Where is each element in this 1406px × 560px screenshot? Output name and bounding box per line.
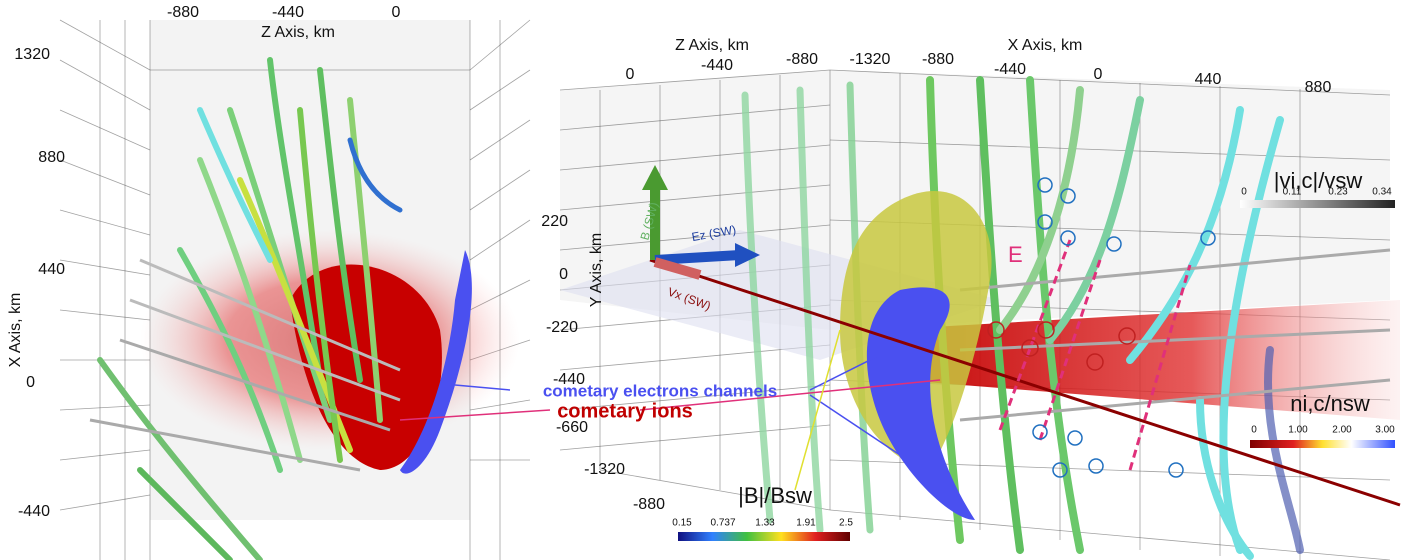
velocity-bar-title: |vi,c|/vsw [1274, 168, 1363, 193]
z-tick-label: 0 [626, 66, 635, 83]
colorbar-tick-label: 1.00 [1288, 425, 1308, 436]
e-parallel-label: E [1008, 242, 1023, 267]
colorbar-tick-label: 0.34 [1372, 187, 1392, 198]
density-bar-title: ni,c/nsw [1290, 391, 1370, 416]
colorbar-tick-label: 0.15 [672, 518, 692, 529]
x-tick-label: 1320 [14, 46, 50, 63]
ion-pointer [639, 379, 941, 411]
ion-symbols [987, 321, 1136, 371]
electrons-annotation: cometary electrons channels [543, 381, 777, 400]
velocity-colorbar [1240, 200, 1395, 208]
y-tick-label: -660 [556, 419, 588, 436]
electron-symbols [1032, 177, 1216, 478]
x-tick-label: 440 [38, 261, 65, 278]
z-tick-label: -1320 [850, 51, 891, 68]
z-tick-label: -880 [633, 496, 665, 513]
ions-annotation: cometary ions [557, 400, 693, 422]
colorbar-tick-label: 0.737 [710, 518, 735, 529]
z-tick-label: -440 [272, 4, 304, 21]
x-tick-label: 0 [1094, 66, 1103, 83]
colorbar-tick-label: 0 [1251, 425, 1257, 436]
electron-channel [400, 250, 472, 474]
x-axis-title: X Axis, km [7, 293, 24, 368]
electron-pointer [809, 394, 901, 456]
y-tick-label: -220 [546, 319, 578, 336]
x-tick-label: 880 [38, 149, 65, 166]
x-axis-title: X Axis, km [1008, 37, 1083, 54]
y-tick-label: 0 [559, 266, 568, 283]
z-tick-label: -880 [786, 51, 818, 68]
field-bar-title: |B|/Bsw [738, 483, 812, 508]
electron-channel [866, 287, 975, 520]
colorbar-tick-label: 1.33 [755, 518, 775, 529]
density-colorbar [1250, 440, 1395, 448]
colorbar-tick-label: 1.91 [796, 518, 816, 529]
electron-pointer [454, 384, 511, 391]
x-tick-label: -440 [994, 61, 1026, 78]
colorbar-tick-label: 3.00 [1375, 425, 1395, 436]
e-parallel-arrows [998, 239, 1192, 471]
z-tick-label: 0 [392, 4, 401, 21]
ion-pointer [399, 409, 551, 421]
colorbar-tick-label: 0 [1241, 187, 1247, 198]
y-tick-label: -440 [553, 371, 585, 388]
z-axis-title: Z Axis, km [261, 24, 335, 41]
x-tick-label: -440 [18, 503, 50, 520]
x-tick-label: 880 [1305, 79, 1332, 96]
field-pointer [794, 329, 841, 491]
y-axis-title: Y Axis, km [588, 233, 605, 307]
colorbar-tick-label: 2.5 [839, 518, 853, 529]
y-tick-label: 220 [541, 213, 568, 230]
z-tick-label: -1320 [584, 461, 625, 478]
colorbar-tick-label: 0.11 [1283, 187, 1302, 198]
comet-axis [649, 258, 1401, 507]
vectors [642, 165, 760, 280]
z-axis-title: Z Axis, km [675, 37, 749, 54]
x-tick-label: 0 [26, 374, 35, 391]
colorbar-tick-label: 0.23 [1328, 187, 1348, 198]
z-tick-label: -880 [167, 4, 199, 21]
x-tick-label: 440 [1195, 71, 1222, 88]
left-field-lines [89, 57, 403, 560]
z-tick-label: -440 [701, 57, 733, 74]
field-colorbar [678, 532, 850, 541]
x-tick-label: -880 [922, 51, 954, 68]
colorbar-tick-label: 2.00 [1332, 425, 1352, 436]
